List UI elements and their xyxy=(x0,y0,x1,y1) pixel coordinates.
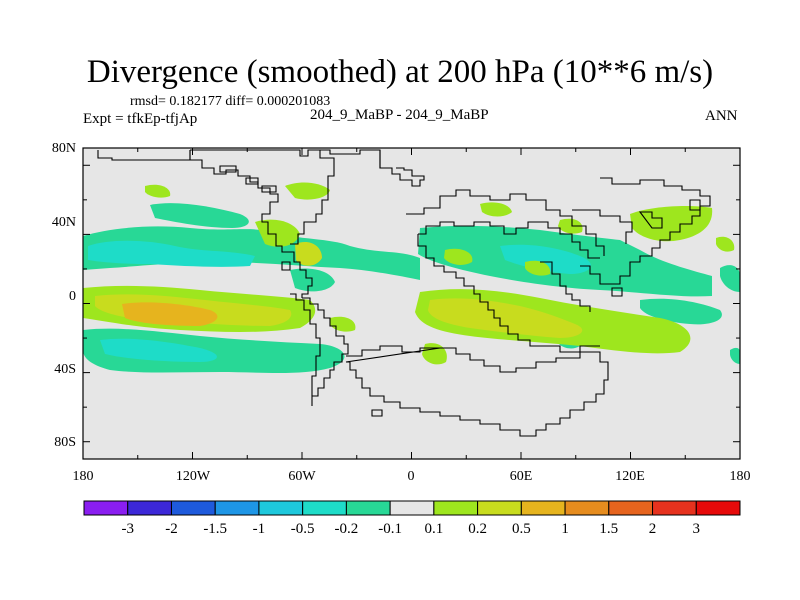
field-region xyxy=(630,206,713,242)
colorbar-swatch xyxy=(170,500,216,516)
lat-tick-label: 0 xyxy=(69,289,76,304)
coastline xyxy=(689,199,701,211)
colorbar-swatch xyxy=(695,500,741,516)
field-region xyxy=(122,302,218,326)
field-region xyxy=(444,248,473,265)
field-region xyxy=(720,265,740,292)
lon-tick-label: 180 xyxy=(73,469,94,484)
field-region xyxy=(83,226,420,280)
field-region xyxy=(83,328,345,373)
field-region xyxy=(255,219,300,247)
coastline xyxy=(261,185,277,193)
field-region xyxy=(716,236,735,252)
colorbar-label: 1.5 xyxy=(599,521,618,537)
colorbar-label: -0.5 xyxy=(291,521,315,537)
colorbar-swatch xyxy=(389,500,435,516)
colorbar-label: -0.1 xyxy=(378,521,402,537)
coastline xyxy=(371,409,383,417)
lat-tick-label: 40S xyxy=(54,362,76,377)
field-region xyxy=(100,338,217,362)
field-region xyxy=(88,240,255,267)
coastline xyxy=(345,347,609,437)
field-region xyxy=(150,203,249,228)
colorbar: -3 -2 -1.5 -1 -0.5 -0.2 -0.1 0.1 0.2 0.5 1 1.5 2 3 xyxy=(83,500,741,537)
coastline xyxy=(245,177,259,185)
colorbar-swatch xyxy=(127,500,172,516)
field-region xyxy=(640,298,722,325)
lon-tick-label: 120W xyxy=(176,469,211,484)
coastline xyxy=(572,209,633,244)
coastline xyxy=(611,287,623,297)
coastline xyxy=(290,293,321,396)
case-label: 204_9_MaBP - 204_9_MaBP xyxy=(310,107,489,123)
coastline xyxy=(302,297,349,406)
colorbar-swatch xyxy=(433,500,479,516)
lon-tick-label: 60W xyxy=(288,469,316,484)
stats-line: rmsd= 0.182177 diff= 0.000201083 xyxy=(130,94,331,109)
coastline xyxy=(219,165,237,173)
colorbar-swatch xyxy=(477,500,522,516)
coastlines xyxy=(97,149,711,437)
field-region xyxy=(295,241,322,266)
lat-tick-label: 40N xyxy=(52,215,76,230)
coastline xyxy=(580,177,711,285)
coastline xyxy=(346,345,440,357)
lat-tick-label: 80S xyxy=(54,435,76,450)
colorbar-label: -1.5 xyxy=(203,521,227,537)
lat-tick-label: 80N xyxy=(52,141,76,156)
colorbar-label: -3 xyxy=(121,521,134,537)
coastline xyxy=(417,234,600,353)
field-region xyxy=(525,260,551,276)
coastline xyxy=(418,221,600,259)
colorbar-swatch xyxy=(652,500,697,516)
colorbar-label: -2 xyxy=(165,521,178,537)
field-region xyxy=(285,182,330,200)
divergence-field xyxy=(83,182,740,373)
colorbar-label: 3 xyxy=(693,521,701,537)
season-label: ANN xyxy=(705,108,738,124)
coastline xyxy=(406,189,605,256)
colorbar-swatch xyxy=(214,500,260,516)
colorbar-label: 1 xyxy=(561,521,569,537)
coastline xyxy=(281,261,291,271)
field-region xyxy=(480,202,512,217)
field-region xyxy=(145,184,171,198)
coastline xyxy=(379,150,392,169)
lon-tick-label: 0 xyxy=(408,469,415,484)
colorbar-swatch xyxy=(258,500,304,516)
colorbar-swatch xyxy=(345,500,391,516)
coastline xyxy=(290,150,335,245)
coastline xyxy=(540,261,591,312)
colorbar-label: 2 xyxy=(649,521,657,537)
colorbar-swatch xyxy=(564,500,610,516)
field-region xyxy=(558,218,583,234)
colorbar-swatch xyxy=(608,500,654,516)
colorbar-label: 0.5 xyxy=(512,521,531,537)
axis-ticks xyxy=(82,148,741,459)
lon-tick-label: 120E xyxy=(615,469,645,484)
lon-tick-label: 180 xyxy=(730,469,751,484)
field-region xyxy=(428,298,583,338)
field-region xyxy=(730,347,740,364)
colorbar-label: 0.2 xyxy=(468,521,487,537)
plot-title: Divergence (smoothed) at 200 hPa (10**6 … xyxy=(86,54,714,90)
experiment-label: Expt = tfkEp-tfjAp xyxy=(83,111,198,127)
colorbar-label: -0.2 xyxy=(335,521,359,537)
field-region xyxy=(500,244,591,274)
colorbar-swatch xyxy=(302,500,347,516)
colorbar-swatch xyxy=(520,500,566,516)
colorbar-label: 0.1 xyxy=(424,521,443,537)
colorbar-label: -1 xyxy=(253,521,266,537)
coastline xyxy=(638,211,663,229)
lon-tick-label: 60E xyxy=(510,469,533,484)
colorbar-swatch xyxy=(83,500,129,516)
